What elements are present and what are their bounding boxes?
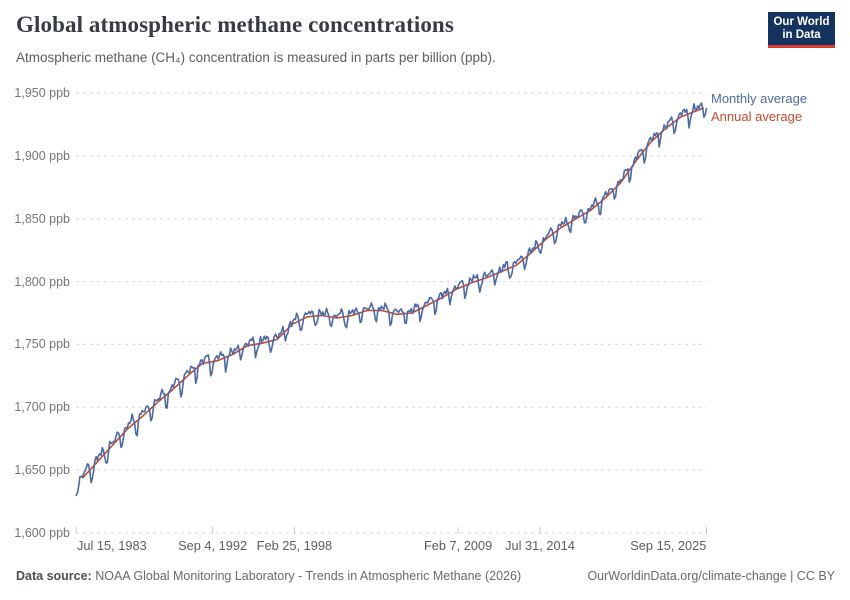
y-axis-label: 1,650 ppb (14, 463, 70, 478)
y-axis-label: 1,950 ppb (14, 86, 70, 100)
owid-logo-line1: Our World (773, 15, 830, 28)
y-axis-label: 1,900 ppb (14, 148, 70, 163)
owid-link[interactable]: OurWorldinData.org/climate-change | CC B… (587, 569, 835, 583)
x-axis-label: Sep 4, 1992 (178, 538, 248, 553)
x-axis-label: Jul 15, 1983 (77, 538, 147, 553)
chart-footer: Data source: NOAA Global Monitoring Labo… (16, 569, 835, 583)
y-axis-label: 1,700 ppb (14, 400, 70, 415)
monthly-series-line[interactable] (75, 102, 708, 497)
x-axis-label: Feb 25, 1998 (256, 538, 333, 553)
y-axis-label: 1,850 ppb (14, 211, 70, 226)
y-axis-label: 1,800 ppb (14, 274, 70, 289)
owid-logo-line2: in Data (782, 28, 821, 41)
page-subtitle: Atmospheric methane (CH₄) concentration … (16, 50, 496, 65)
y-axis-label: 1,750 ppb (14, 337, 70, 352)
data-source: Data source: NOAA Global Monitoring Labo… (16, 569, 521, 583)
data-source-label: Data source: (16, 569, 92, 583)
annual-series-line[interactable] (82, 107, 705, 479)
page-title: Global atmospheric methane concentration… (16, 12, 454, 37)
x-axis-label: Sep 15, 2025 (630, 538, 707, 553)
x-axis-label: Jul 31, 2014 (505, 538, 575, 553)
legend-item-annual[interactable]: Annual average (711, 109, 803, 124)
legend-item-monthly[interactable]: Monthly average (711, 91, 808, 106)
x-axis-label: Feb 7, 2009 (423, 538, 493, 553)
data-source-text: NOAA Global Monitoring Laboratory - Tren… (91, 569, 522, 583)
owid-logo[interactable]: Our World in Data (768, 12, 835, 48)
y-axis-label: 1,600 ppb (14, 526, 70, 540)
